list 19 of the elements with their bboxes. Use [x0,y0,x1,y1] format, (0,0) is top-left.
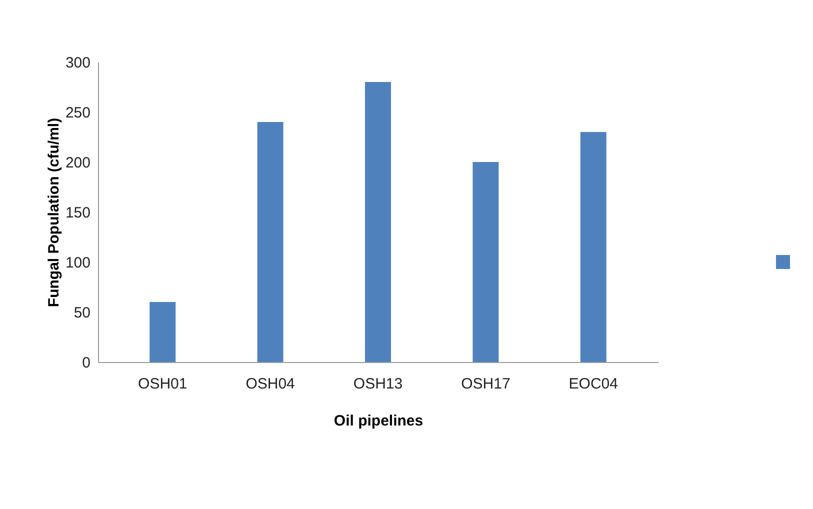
y-tick-label: 300 [65,54,90,72]
x-tick-label: OSH13 [353,376,403,392]
y-axis-title: Fungal Population (cfu/ml) [45,118,62,308]
x-axis-title: Oil pipelines [334,412,424,430]
y-tick-label: 50 [74,304,90,322]
x-tick-label: OSH17 [461,376,510,392]
bar [580,132,606,362]
y-tick-label: 0 [82,354,90,372]
bar [365,82,391,362]
bar [257,122,284,362]
x-tick-label: OSH01 [138,376,188,392]
y-tick-label: 100 [65,254,90,272]
y-tick-label: 200 [65,154,90,172]
y-tick-label: 250 [65,104,90,122]
bar [472,162,499,362]
x-tick-label: OSH04 [246,376,295,392]
bar [150,302,176,362]
y-tick-label: 150 [65,204,90,222]
x-tick-label: EOC04 [568,376,618,392]
